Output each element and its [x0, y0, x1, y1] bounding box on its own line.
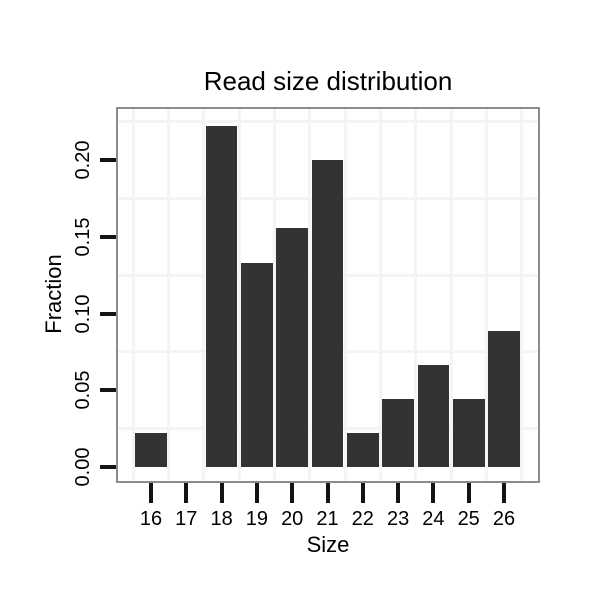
x-axis-tick	[149, 483, 153, 503]
y-axis-tick	[100, 388, 116, 393]
x-axis-tick-label: 22	[351, 508, 374, 530]
x-axis-title: Size	[306, 532, 350, 557]
x-axis-tick	[290, 483, 295, 503]
y-axis-tick-label: 0.00	[72, 447, 94, 487]
vertical-gridline	[378, 109, 382, 481]
x-axis-tick-label: 26	[492, 508, 516, 530]
y-axis-tick	[100, 465, 116, 469]
x-axis-tick	[184, 483, 189, 503]
y-axis-tick-label: 0.10	[72, 294, 94, 334]
bar-size-20	[276, 228, 309, 467]
x-axis-tick	[360, 483, 365, 503]
vertical-gridline	[520, 109, 524, 481]
vertical-gridline	[308, 109, 312, 481]
x-axis-tick-label: 16	[139, 508, 163, 530]
x-axis-tick-label: 21	[316, 508, 339, 530]
vertical-gridline	[237, 109, 241, 481]
x-axis-tick-label: 23	[386, 508, 410, 530]
bar-size-24	[417, 364, 450, 467]
bar-size-23	[382, 398, 414, 467]
x-axis-tick	[325, 483, 330, 503]
bar-size-21	[311, 160, 344, 467]
vertical-gridline	[167, 109, 171, 481]
y-axis-title: Fraction	[41, 254, 66, 334]
x-axis-tick-label: 19	[245, 508, 269, 530]
x-axis-tick	[431, 483, 436, 503]
vertical-gridline	[131, 109, 135, 481]
vertical-gridline	[202, 109, 206, 481]
bar-size-26	[488, 330, 520, 467]
y-axis-tick-label: 0.05	[72, 370, 94, 410]
x-axis-tick	[396, 483, 401, 503]
plot-panel	[116, 107, 540, 483]
x-axis-tick	[502, 483, 506, 503]
x-axis-tick-label: 25	[457, 508, 480, 530]
x-axis-tick-label: 20	[281, 508, 304, 530]
y-axis-tick-label: 0.15	[72, 217, 94, 257]
vertical-gridline	[449, 109, 453, 481]
vertical-gridline	[273, 109, 277, 481]
x-axis-tick	[219, 483, 224, 503]
bar-size-22	[346, 432, 379, 467]
x-axis-tick	[254, 483, 259, 503]
x-axis-tick-label: 24	[422, 508, 445, 530]
bar-size-16	[135, 432, 167, 467]
bar-size-25	[452, 398, 485, 467]
x-axis-tick-label: 17	[175, 508, 198, 530]
vertical-gridline	[343, 109, 347, 481]
chart-title: Read size distribution	[203, 66, 453, 96]
y-axis-tick	[100, 158, 116, 163]
horizontal-gridline	[118, 120, 538, 124]
y-axis-tick-label: 0.20	[72, 140, 94, 180]
bar-size-19	[241, 262, 273, 467]
x-axis-tick	[466, 483, 471, 503]
vertical-gridline	[484, 109, 488, 481]
x-axis-tick-label: 18	[210, 508, 233, 530]
y-axis-tick	[100, 234, 116, 239]
vertical-gridline	[414, 109, 418, 481]
y-axis-tick	[100, 311, 116, 316]
bar-size-18	[205, 126, 238, 467]
